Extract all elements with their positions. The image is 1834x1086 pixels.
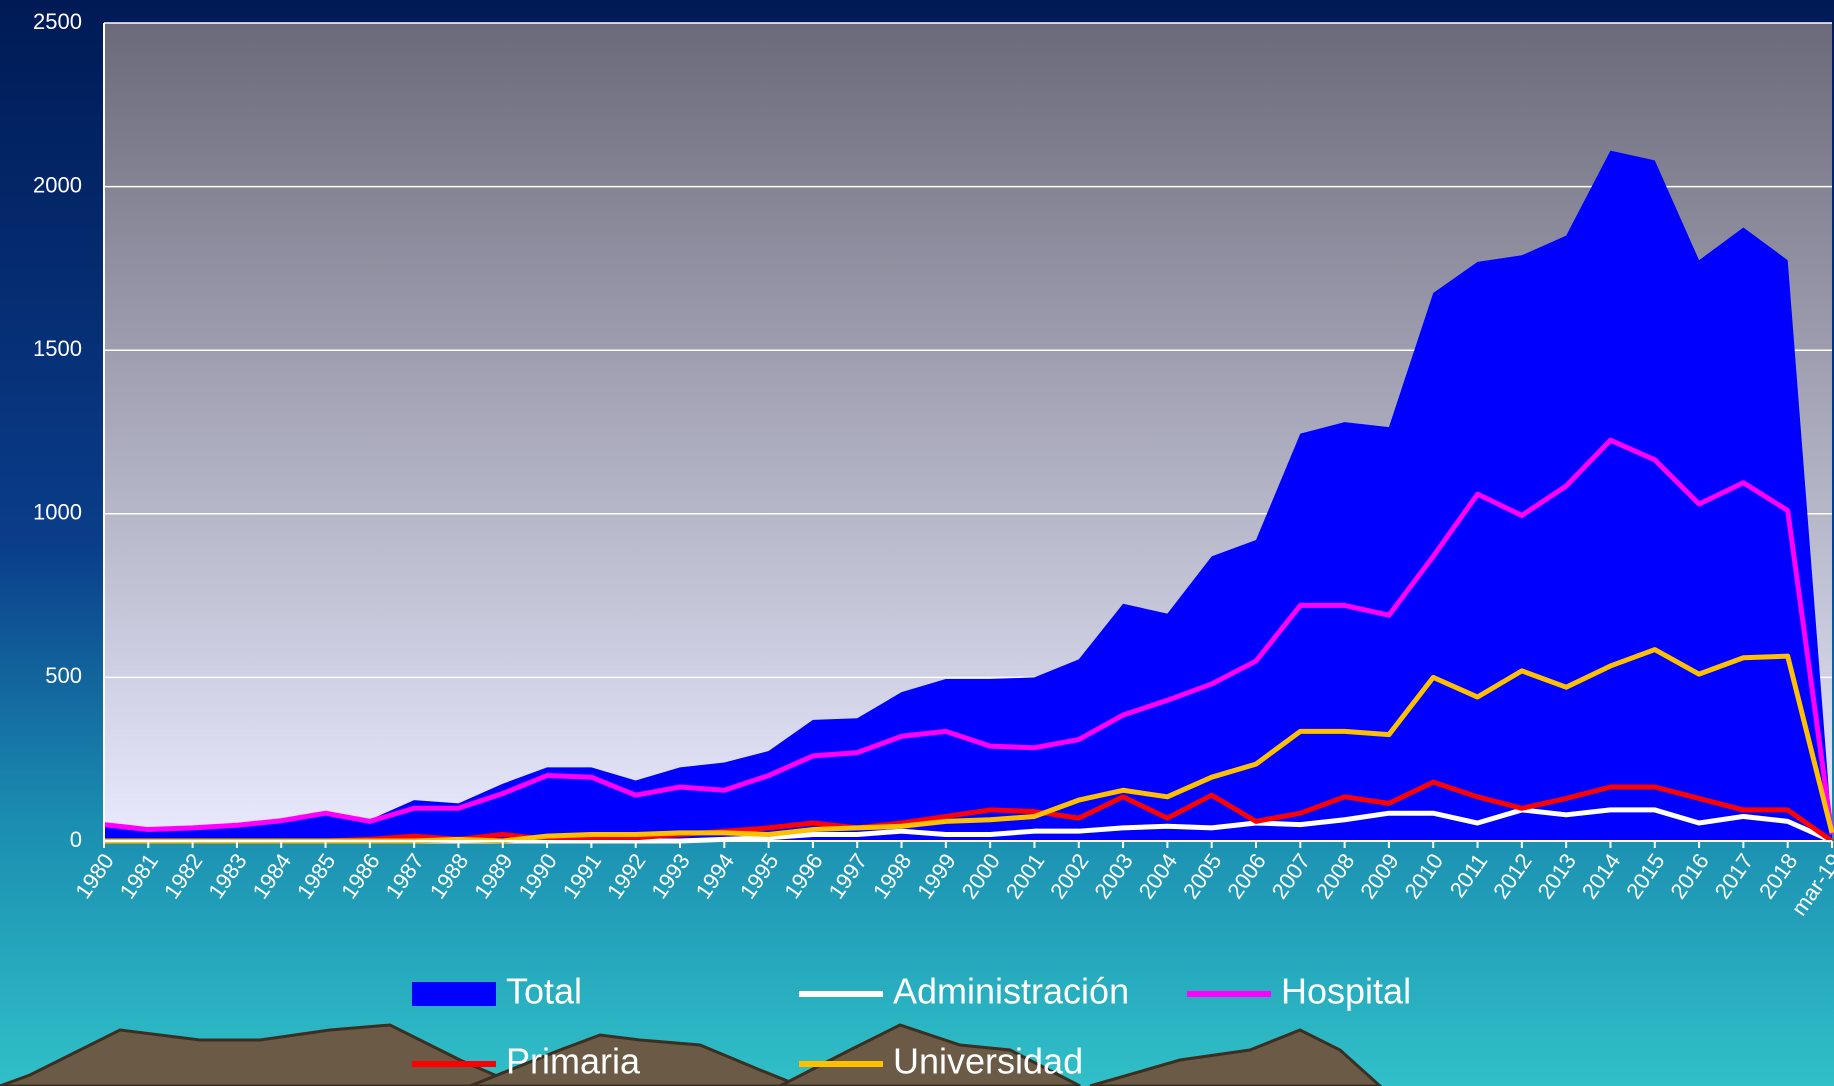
y-tick-label: 500 [45,663,82,688]
legend-label: Primaria [506,1041,641,1082]
legend-label: Hospital [1281,971,1411,1012]
legend-label: Universidad [893,1041,1083,1082]
y-tick-label: 1000 [33,500,82,525]
legend-swatch [412,982,496,1006]
y-tick-label: 1500 [33,336,82,361]
y-tick-label: 2500 [33,9,82,34]
legend-label: Administración [893,971,1129,1012]
y-tick-label: 2000 [33,172,82,197]
chart: 0500100015002000250019801981198219831984… [0,0,1834,1086]
y-tick-label: 0 [70,827,82,852]
legend-label: Total [506,971,582,1012]
